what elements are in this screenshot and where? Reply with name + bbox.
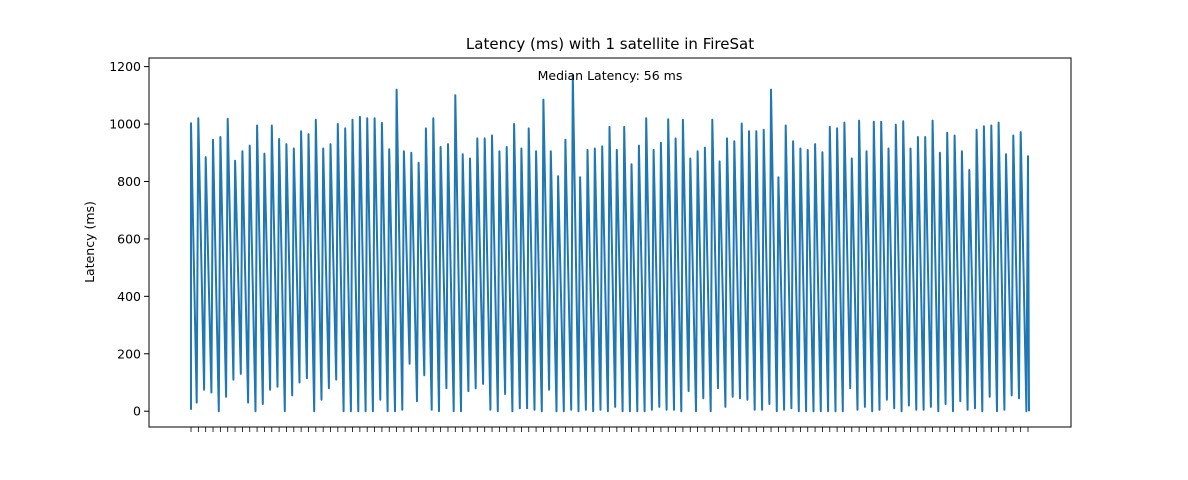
y-tick-label: 800 [117,174,141,189]
y-tick-label: 400 [117,289,141,304]
y-axis-label: Latency (ms) [82,201,97,283]
latency-series-line [190,74,1030,413]
x-axis [190,427,1029,432]
y-axis: 0 200 400 600 800 1000 1200 [109,59,149,419]
median-latency-annotation: Median Latency: 56 ms [538,68,683,83]
y-tick-label: 0 [133,404,141,419]
y-tick-label: 1200 [109,59,141,74]
chart-title: Latency (ms) with 1 satellite in FireSat [466,35,754,53]
y-tick-label: 200 [117,346,141,361]
y-tick-label: 1000 [109,117,141,132]
y-tick-label: 600 [117,231,141,246]
plot-frame [148,57,1072,428]
